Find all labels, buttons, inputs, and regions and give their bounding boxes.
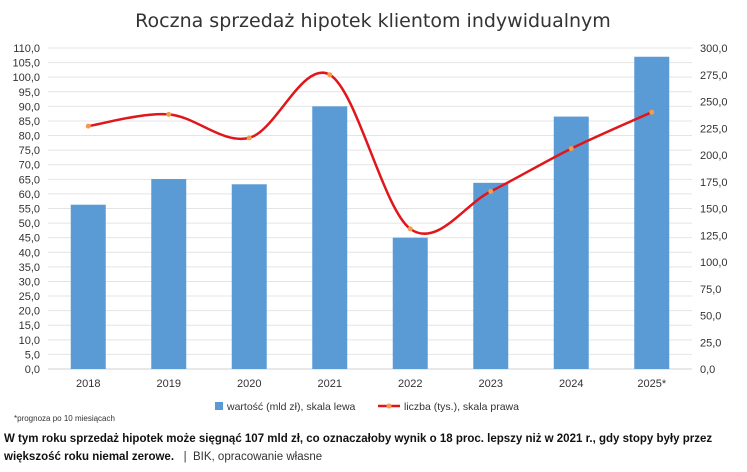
bar-2020	[231, 184, 267, 369]
left-tick-label: 105,0	[12, 58, 40, 70]
x-tick-label: 2025*	[637, 378, 666, 390]
left-tick-label: 45,0	[19, 233, 40, 245]
bar-2024	[553, 116, 589, 369]
left-tick-label: 50,0	[19, 218, 40, 230]
left-tick-label: 110,0	[13, 43, 40, 55]
x-tick-label: 2023	[479, 378, 503, 390]
right-tick-label: 175,0	[700, 177, 728, 189]
left-tick-label: 40,0	[19, 247, 40, 259]
line-marker-2023	[488, 188, 494, 194]
left-tick-label: 85,0	[19, 116, 40, 128]
right-tick-label: 75,0	[700, 284, 721, 296]
left-tick-label: 95,0	[19, 87, 40, 99]
bar-2022	[392, 237, 428, 369]
line-marker-2018	[85, 123, 91, 129]
right-tick-label: 225,0	[700, 123, 728, 135]
right-tick-label: 25,0	[700, 337, 721, 349]
bar-2023	[473, 182, 509, 369]
left-tick-label: 70,0	[19, 160, 40, 172]
left-tick-label: 90,0	[19, 101, 40, 113]
caption-source: BIK, opracowanie własne	[193, 451, 323, 463]
right-tick-label: 100,0	[700, 257, 728, 269]
legend-line-marker	[386, 403, 392, 409]
line-marker-2021	[327, 72, 333, 78]
left-tick-label: 30,0	[19, 276, 40, 288]
line-marker-2025*	[649, 109, 655, 115]
left-tick-label: 25,0	[19, 291, 40, 303]
right-tick-label: 0,0	[700, 364, 715, 376]
legend-bar-swatch	[215, 402, 223, 410]
left-tick-label: 5,0	[25, 349, 40, 361]
bar-2021	[312, 106, 348, 369]
left-tick-label: 80,0	[19, 131, 40, 143]
x-tick-label: 2019	[157, 378, 181, 390]
left-tick-label: 100,0	[12, 72, 40, 84]
combo-chart: Roczna sprzedaż hipotek klientom indywid…	[12, 10, 728, 423]
line-marker-2020	[246, 135, 252, 141]
caption: W tym roku sprzedaż hipotek może sięgnąć…	[4, 430, 744, 466]
line-series	[88, 71, 653, 235]
left-tick-label: 55,0	[19, 204, 40, 216]
right-tick-label: 50,0	[700, 311, 721, 323]
footnote: *prognoza po 10 miesiącach	[14, 414, 115, 423]
x-tick-label: 2024	[559, 378, 583, 390]
caption-text: W tym roku sprzedaż hipotek może sięgnąć…	[4, 433, 713, 463]
caption-separator: |	[183, 451, 187, 463]
x-tick-label: 2018	[76, 378, 100, 390]
left-tick-label: 15,0	[19, 320, 40, 332]
left-tick-label: 0,0	[25, 364, 40, 376]
x-tick-label: 2020	[237, 378, 261, 390]
bar-2025*	[634, 56, 670, 369]
right-tick-label: 125,0	[700, 230, 728, 242]
legend-line-label: liczba (tys.), skala prawa	[404, 401, 519, 413]
right-tick-label: 275,0	[700, 70, 728, 82]
line-marker-2024	[568, 146, 574, 152]
left-tick-label: 10,0	[19, 335, 40, 347]
right-tick-label: 250,0	[700, 97, 728, 109]
bar-2018	[70, 204, 106, 369]
right-tick-label: 300,0	[700, 43, 728, 55]
chart-title: Roczna sprzedaż hipotek klientom indywid…	[135, 10, 611, 32]
left-tick-label: 75,0	[19, 145, 40, 157]
line-marker-2022	[407, 226, 413, 232]
left-tick-label: 20,0	[19, 306, 40, 318]
x-tick-label: 2022	[398, 378, 422, 390]
left-tick-label: 35,0	[19, 262, 40, 274]
left-tick-label: 60,0	[19, 189, 40, 201]
line-marker-2019	[166, 111, 172, 117]
legend-bar-label: wartość (mld zł), skala lewa	[226, 401, 356, 413]
left-tick-label: 65,0	[19, 174, 40, 186]
x-tick-label: 2021	[318, 378, 342, 390]
right-tick-label: 200,0	[700, 150, 728, 162]
bar-2019	[151, 179, 187, 369]
right-tick-label: 150,0	[700, 204, 728, 216]
